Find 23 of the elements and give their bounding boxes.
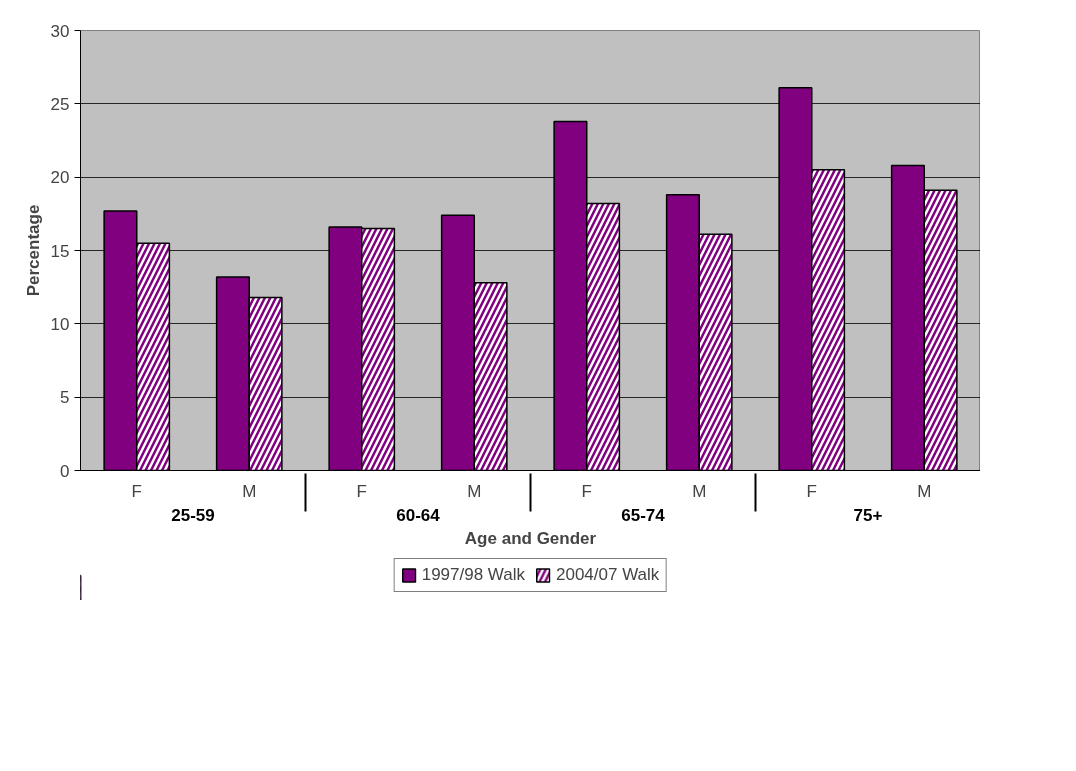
text: 75+ (853, 505, 883, 525)
x-tick-label: F (131, 481, 142, 501)
y-tick-label: 0 (60, 461, 70, 481)
x-tick-label: M (917, 481, 932, 501)
x-tick-label: F (806, 481, 817, 501)
y-tick-label: 25 (50, 94, 70, 114)
x-tick-label: M (467, 481, 482, 501)
legend-label: 1997/98 Walk (421, 565, 525, 585)
text: 65-74 (621, 505, 666, 525)
x-tick-label: M (692, 481, 707, 501)
x-tick-label: F (356, 481, 367, 501)
y-tick-label: 10 (50, 314, 70, 334)
y-axis-title: Percentage (23, 204, 43, 297)
y-tick-label: 15 (50, 241, 70, 261)
x-tick-label: M (242, 481, 257, 501)
y-tick-label: 20 (50, 168, 70, 188)
legend-label: 2004/07 Walk (556, 565, 660, 585)
text: 25-59 (171, 505, 215, 525)
text: 60-64 (396, 505, 441, 525)
x-axis-title: Age and Gender (464, 528, 597, 548)
y-tick-label: 5 (60, 388, 70, 408)
y-tick-label: 30 (50, 21, 70, 41)
x-tick-label: F (581, 481, 592, 501)
